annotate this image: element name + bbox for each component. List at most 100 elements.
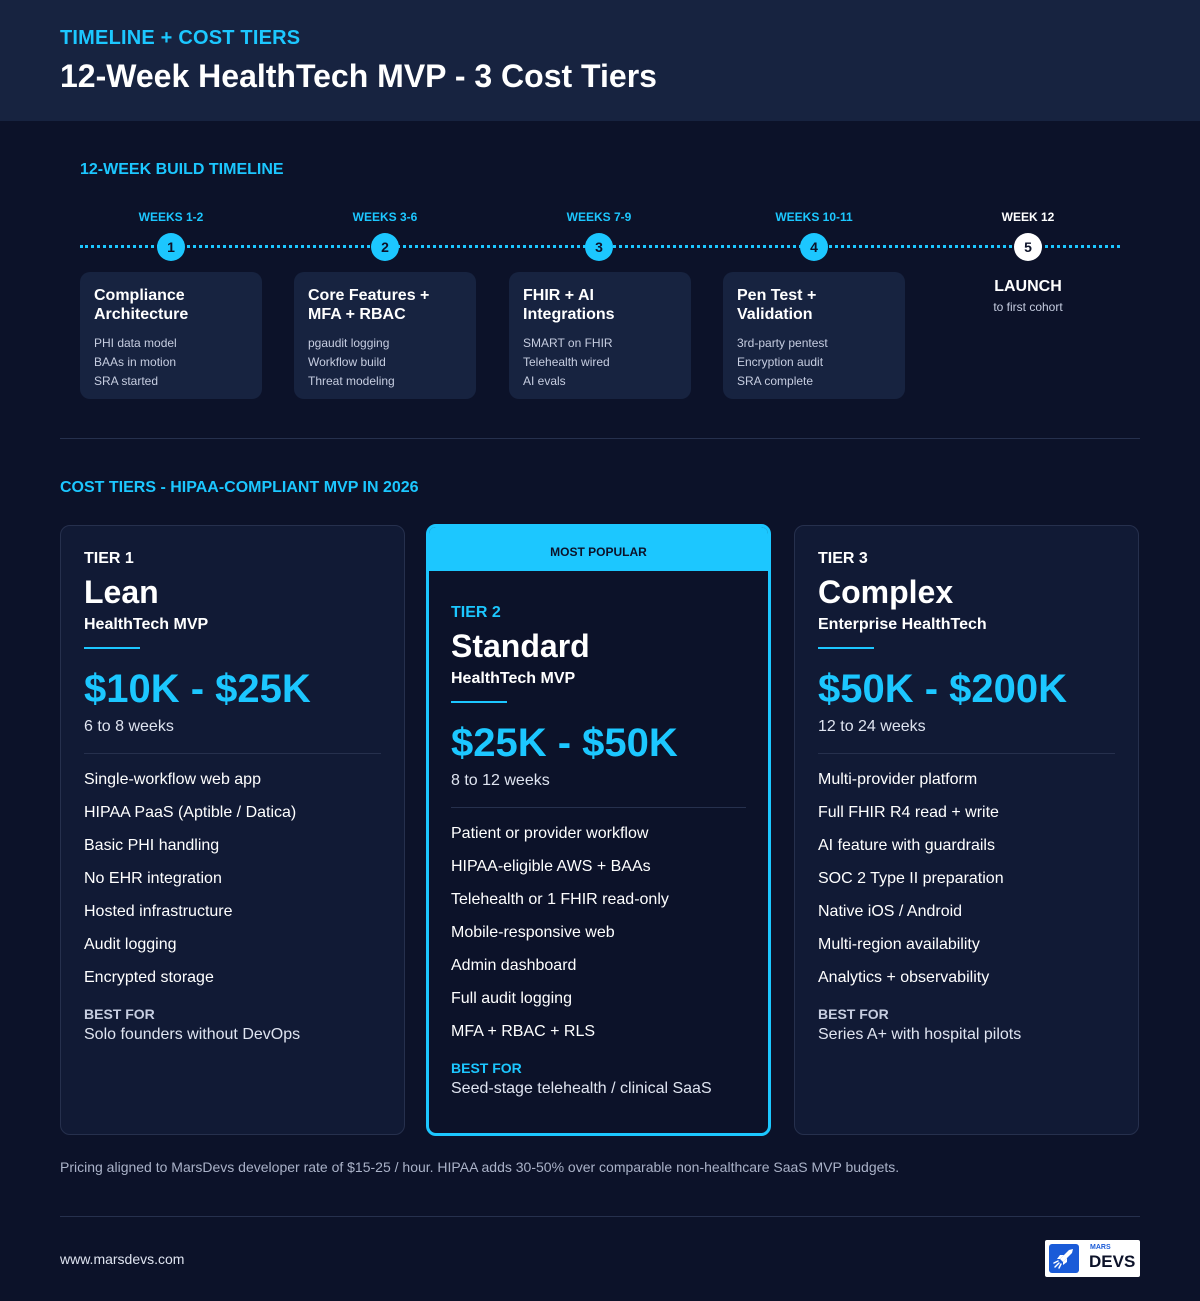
logo-text: DEVS: [1089, 1252, 1136, 1271]
milestone-weeks-label: WEEKS 1-2: [138, 210, 204, 224]
tier-feature-list: Patient or provider workflow HIPAA-eligi…: [451, 822, 746, 1053]
milestone-card: Pen Test + Validation 3rd-party pentest …: [723, 272, 905, 399]
tier-number: TIER 1: [84, 550, 134, 567]
header-eyebrow: TIMELINE + COST TIERS: [60, 27, 301, 49]
milestone-card: Core Features + MFA + RBAC pgaudit loggi…: [294, 272, 476, 399]
accent-rule: [818, 647, 874, 649]
most-popular-badge: MOST POPULAR: [429, 527, 768, 571]
tier-number: TIER 3: [818, 550, 868, 567]
milestone-card: FHIR + AI Integrations SMART on FHIR Tel…: [509, 272, 691, 399]
milestone-number-badge: 1: [157, 233, 185, 261]
tier-feature: Single-workflow web app: [84, 771, 261, 788]
tier-number: TIER 2: [451, 604, 501, 621]
launch-title: LAUNCH: [994, 278, 1062, 295]
milestone-item: Workflow build: [308, 355, 386, 369]
page-title: 12-Week HealthTech MVP - 3 Cost Tiers: [60, 58, 657, 94]
tier-feature: HIPAA PaaS (Aptible / Datica): [84, 804, 297, 821]
tier-name: Standard: [451, 628, 590, 664]
milestone-title: Core Features + MFA + RBAC: [308, 287, 430, 323]
milestone-weeks-label: WEEKS 7-9: [566, 210, 632, 224]
milestone-item: PHI data model: [94, 336, 177, 350]
milestone-weeks-label: WEEKS 10-11: [775, 210, 853, 224]
footer-divider: [60, 1216, 1140, 1217]
milestone-title: FHIR + AI Integrations: [523, 287, 615, 323]
milestone-item: AI evals: [523, 374, 566, 388]
best-for-label: BEST FOR: [818, 1006, 889, 1022]
milestone-item: SMART on FHIR: [523, 336, 613, 350]
best-for-text: Series A+ with hospital pilots: [818, 1026, 1022, 1043]
milestone-item: SRA started: [94, 374, 159, 388]
tier-subtitle: HealthTech MVP: [84, 616, 209, 633]
milestone-item: Threat modeling: [308, 374, 395, 388]
tier-card-standard: MOST POPULAR TIER 2 Standard HealthTech …: [426, 524, 771, 1136]
tier-feature-list: Multi-provider platform Full FHIR R4 rea…: [818, 768, 1115, 999]
cost-section-label: COST TIERS - HIPAA-COMPLIANT MVP IN 2026: [60, 479, 419, 496]
milestone-item: Telehealth wired: [523, 355, 610, 369]
tier-feature: HIPAA-eligible AWS + BAAs: [451, 858, 651, 875]
milestone-weeks-label: WEEKS 3-6: [352, 210, 418, 224]
milestone-number-badge: 3: [585, 233, 613, 261]
tier-feature: No EHR integration: [84, 870, 222, 887]
tier-feature: SOC 2 Type II preparation: [818, 870, 1004, 887]
best-for-label: BEST FOR: [84, 1006, 155, 1022]
milestone-number-badge: 4: [800, 233, 828, 261]
tier-separator: [451, 807, 746, 808]
best-for-text: Seed-stage telehealth / clinical SaaS: [451, 1080, 712, 1097]
accent-rule: [84, 647, 140, 649]
launch-subtitle: to first cohort: [993, 300, 1063, 314]
logo-small-text: MARS: [1090, 1244, 1111, 1251]
accent-rule: [451, 701, 507, 703]
best-for-text: Solo founders without DevOps: [84, 1026, 301, 1043]
milestone-number-badge: 5: [1014, 233, 1042, 261]
tier-subtitle: Enterprise HealthTech: [818, 616, 987, 633]
tier-feature: Full FHIR R4 read + write: [818, 804, 999, 821]
milestone-item: BAAs in motion: [94, 355, 177, 369]
tier-price: $50K - $200K: [818, 667, 1068, 711]
tier-feature: Basic PHI handling: [84, 837, 220, 854]
milestone-item: Encryption audit: [737, 355, 824, 369]
milestone-weeks-label: WEEK 12: [1001, 210, 1055, 224]
tier-feature: Multi-region availability: [818, 936, 980, 953]
tier-card-complex: TIER 3 Complex Enterprise HealthTech $50…: [794, 525, 1139, 1135]
rocket-icon: [1049, 1244, 1079, 1273]
tier-duration: 8 to 12 weeks: [451, 772, 550, 789]
tier-card-lean: TIER 1 Lean HealthTech MVP $10K - $25K 6…: [60, 525, 405, 1135]
tier-feature: AI feature with guardrails: [818, 837, 995, 854]
tier-feature: Encrypted storage: [84, 969, 214, 986]
milestone-number-badge: 2: [371, 233, 399, 261]
milestone-card: Compliance Architecture PHI data model B…: [80, 272, 262, 399]
tier-feature: Patient or provider workflow: [451, 825, 649, 842]
tier-subtitle: HealthTech MVP: [451, 670, 576, 687]
milestone-item: 3rd-party pentest: [737, 336, 828, 350]
tier-feature-list: Single-workflow web app HIPAA PaaS (Apti…: [84, 768, 381, 999]
tier-feature: Hosted infrastructure: [84, 903, 233, 920]
tier-feature: Mobile-responsive web: [451, 924, 615, 941]
website-link[interactable]: www.marsdevs.com: [60, 1251, 185, 1267]
tier-feature: Telehealth or 1 FHIR read-only: [451, 891, 669, 908]
tier-separator: [818, 753, 1115, 754]
tier-price: $25K - $50K: [451, 721, 678, 765]
tier-feature: Audit logging: [84, 936, 177, 953]
tier-duration: 6 to 8 weeks: [84, 718, 174, 735]
section-divider: [60, 438, 1140, 439]
tier-feature: Admin dashboard: [451, 957, 577, 974]
tier-feature: Full audit logging: [451, 990, 572, 1007]
pricing-footnote: Pricing aligned to MarsDevs developer ra…: [60, 1159, 900, 1175]
timeline-section-label: 12-WEEK BUILD TIMELINE: [80, 161, 284, 178]
tier-price: $10K - $25K: [84, 667, 311, 711]
milestone-title: Compliance Architecture: [94, 287, 189, 323]
tier-feature: Native iOS / Android: [818, 903, 963, 920]
header: TIMELINE + COST TIERS 12-Week HealthTech…: [0, 0, 1200, 121]
tier-feature: Analytics + observability: [818, 969, 990, 986]
tier-name: Complex: [818, 574, 954, 610]
milestone-item: SRA complete: [737, 374, 814, 388]
marsdevs-logo: MARS DEVS: [1045, 1240, 1140, 1277]
tier-separator: [84, 753, 381, 754]
tier-feature: MFA + RBAC + RLS: [451, 1023, 596, 1040]
tier-duration: 12 to 24 weeks: [818, 718, 926, 735]
tier-feature: Multi-provider platform: [818, 771, 978, 788]
best-for-label: BEST FOR: [451, 1060, 522, 1076]
milestone-title: Pen Test + Validation: [737, 287, 817, 323]
tier-name: Lean: [84, 574, 159, 610]
milestone-item: pgaudit logging: [308, 336, 390, 350]
